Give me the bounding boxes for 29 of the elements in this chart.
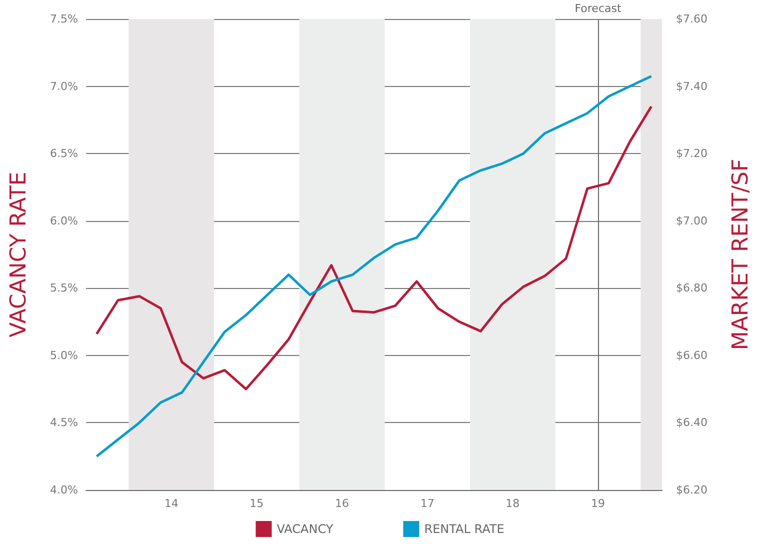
y-axis-title: VACANCY RATE [6,172,32,338]
line-series [95,74,653,458]
y-tick-label: 5.0% [50,348,78,362]
x-tick-label: 19 [591,497,605,510]
y-tick-label: 5.5% [50,282,78,295]
y2-tick-label: $7.60 [676,12,708,26]
y2-axis-title: MARKET RENT/SF [728,158,754,350]
x-tick-label: 14 [164,497,178,510]
y2-tick-label: $7.00 [676,214,708,228]
legend-label: VACANCY [276,522,334,536]
y2-tick-label: $6.40 [676,416,708,430]
y2-tick-label: $6.80 [676,282,708,295]
y-tick-label: 6.5% [50,147,78,160]
y2-tick-label: $6.20 [676,484,708,496]
x-tick-label: 18 [506,497,520,510]
x-tick-label: 16 [335,497,349,510]
y2-tick-label: $7.40 [676,80,708,93]
x-tick-label: 17 [420,497,434,510]
y-tick-label: 4.0% [50,484,78,496]
ref-line-label: Forecast [574,2,622,15]
y2-tick-label: $6.60 [676,348,708,362]
x-tick-label: 15 [250,497,264,510]
y-tick-label: 7.5% [50,12,78,26]
y-tick-label: 7.0% [50,80,78,93]
y2-tick-label: $7.20 [676,147,708,160]
line-series [95,105,653,390]
y-tick-label: 6.0% [50,214,78,228]
y-tick-label: 4.5% [50,416,78,430]
legend-label: RENTAL RATE [424,522,504,536]
